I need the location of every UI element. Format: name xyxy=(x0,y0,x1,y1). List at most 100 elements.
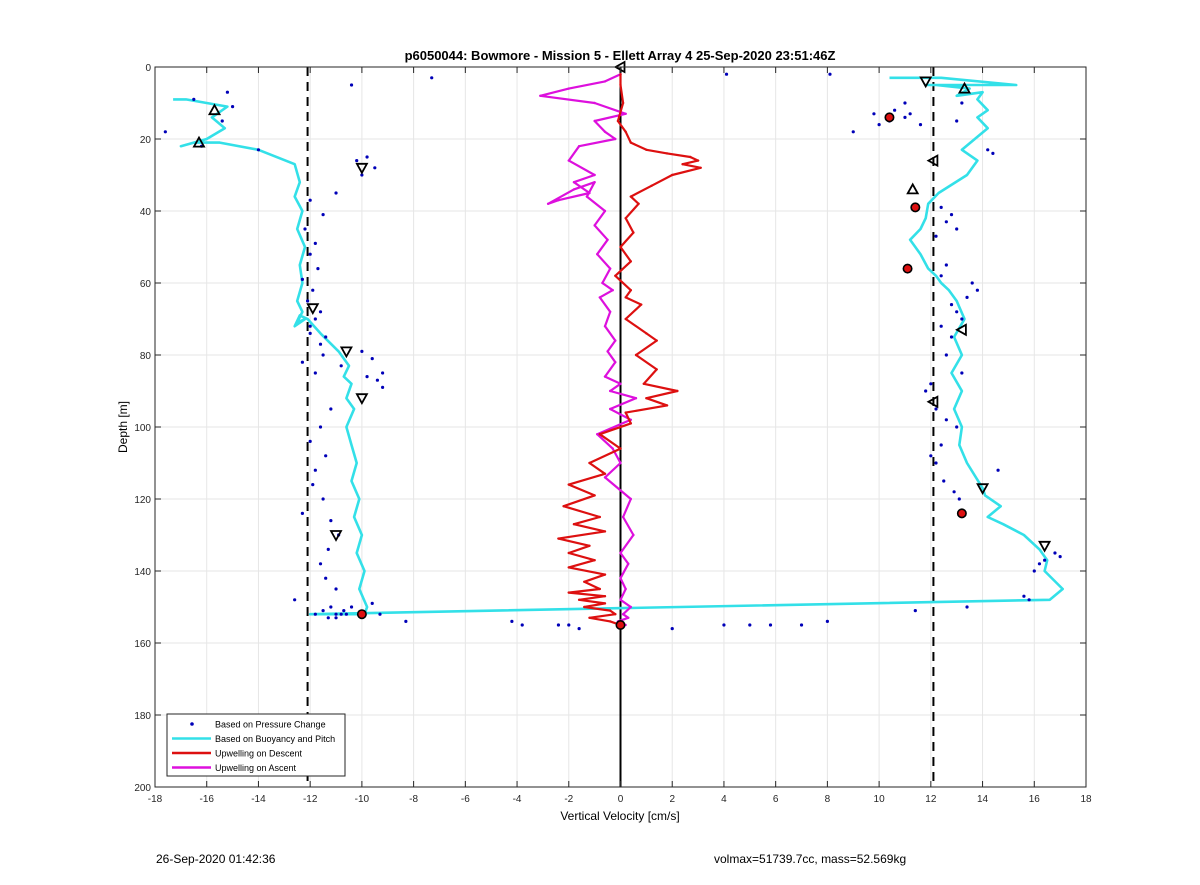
pressure-point xyxy=(949,213,954,217)
pressure-point xyxy=(192,97,196,101)
pressure-point xyxy=(308,252,312,256)
pressure-point xyxy=(308,198,312,202)
pressure-point xyxy=(334,612,338,616)
pressure-point xyxy=(334,191,338,195)
upwelling-on-descent-point xyxy=(616,119,620,123)
pressure-point xyxy=(934,407,938,411)
pressure-point xyxy=(877,123,881,127)
upwelling-on-ascent-point xyxy=(546,202,550,205)
data-series xyxy=(163,72,1064,631)
pressure-point xyxy=(934,234,938,238)
upwelling-on-descent-point xyxy=(557,537,560,540)
x-tick-label: 0 xyxy=(618,794,624,805)
upwelling-on-ascent-point xyxy=(632,533,635,537)
star-marker xyxy=(884,112,895,123)
pressure-point xyxy=(163,130,167,134)
pressure-point xyxy=(567,623,571,627)
upwelling-on-descent-point xyxy=(624,317,627,321)
upwelling-on-descent-point xyxy=(603,472,607,475)
pressure-point xyxy=(955,227,959,231)
x-tick-label: -6 xyxy=(461,794,470,805)
upwelling-on-descent-point xyxy=(619,73,622,76)
upwelling-on-descent-point xyxy=(588,544,591,547)
pressure-point xyxy=(324,335,328,339)
x-tick-label: -12 xyxy=(303,794,318,805)
pressure-point xyxy=(1022,594,1026,598)
pressure-point xyxy=(313,241,317,245)
upwelling-on-ascent-point xyxy=(627,562,630,565)
y-axis-label: Depth [m] xyxy=(116,401,130,453)
pressure-point xyxy=(313,371,317,375)
pressure-point xyxy=(908,112,912,116)
upwelling-on-ascent-point xyxy=(567,159,570,162)
pressure-point xyxy=(318,342,323,346)
upwelling-on-descent-point xyxy=(671,173,674,177)
upwelling-on-descent-point xyxy=(689,155,692,159)
upwelling-on-ascent-point xyxy=(634,397,638,400)
upwelling-on-descent-point xyxy=(567,566,570,569)
upwelling-on-descent-point xyxy=(619,83,622,87)
upwelling-on-descent-point xyxy=(621,101,625,105)
upwelling-on-ascent-point xyxy=(596,253,599,256)
upwelling-on-ascent-point xyxy=(619,577,622,580)
upwelling-on-descent-point xyxy=(598,433,602,436)
pressure-point xyxy=(913,609,917,613)
upwelling-on-descent-point xyxy=(629,195,633,198)
pressure-point xyxy=(955,310,959,314)
pressure-point xyxy=(996,468,1000,472)
pressure-point xyxy=(308,324,312,328)
upwelling-on-ascent-point xyxy=(619,551,622,555)
x-tick-label: 18 xyxy=(1080,794,1092,805)
upwelling-on-ascent-point xyxy=(608,407,612,411)
upwelling-on-descent-point xyxy=(696,159,700,162)
x-tick-label: 16 xyxy=(1029,794,1041,805)
pressure-point xyxy=(349,605,354,609)
x-tick-label: 6 xyxy=(773,794,779,805)
upwelling-on-descent-point xyxy=(632,231,635,234)
x-tick-label: -2 xyxy=(564,794,573,805)
upwelling-on-descent-point xyxy=(614,274,617,277)
pressure-point xyxy=(556,623,561,627)
pressure-point xyxy=(991,151,995,155)
pressure-point xyxy=(318,425,323,429)
pressure-point xyxy=(303,227,307,231)
pressure-point xyxy=(960,101,964,105)
triangle-marker xyxy=(207,103,222,116)
pressure-point xyxy=(1037,562,1042,566)
star-marker xyxy=(615,619,626,630)
pressure-point xyxy=(872,112,876,116)
pressure-point xyxy=(329,519,333,523)
upwelling-on-descent-point xyxy=(567,591,570,594)
upwelling-on-ascent-point xyxy=(614,339,617,342)
pressure-point xyxy=(1027,598,1031,602)
upwelling-on-descent-point xyxy=(624,217,627,220)
pressure-point xyxy=(300,277,305,281)
pressure-point xyxy=(949,335,954,339)
upwelling-on-ascent-point xyxy=(624,587,627,591)
pressure-point xyxy=(577,627,581,631)
legend-label: Upwelling on Descent xyxy=(215,749,303,759)
upwelling-on-descent-point xyxy=(593,559,596,562)
upwelling-on-ascent-point xyxy=(627,616,630,619)
x-tick-label: -10 xyxy=(355,794,370,805)
upwelling-on-ascent-point xyxy=(629,605,633,609)
pressure-point xyxy=(828,72,832,76)
triangle-marker xyxy=(955,323,967,337)
upwelling-on-descent-point xyxy=(598,587,602,591)
upwelling-on-ascent-point xyxy=(572,181,576,184)
pressure-point xyxy=(313,612,317,616)
pressure-point xyxy=(321,213,325,217)
pressure-point xyxy=(939,443,943,447)
upwelling-on-ascent-point xyxy=(603,476,607,479)
upwelling-on-ascent-point xyxy=(593,101,596,105)
pressure-point xyxy=(430,76,434,80)
pressure-point xyxy=(939,274,943,278)
pressure-point xyxy=(375,378,380,382)
pressure-point xyxy=(293,598,297,602)
upwelling-on-ascent-point xyxy=(621,515,625,519)
upwelling-on-descent-point xyxy=(572,523,576,526)
pressure-point xyxy=(370,601,374,606)
triangle-marker xyxy=(1038,540,1052,553)
pressure-point xyxy=(230,105,235,109)
